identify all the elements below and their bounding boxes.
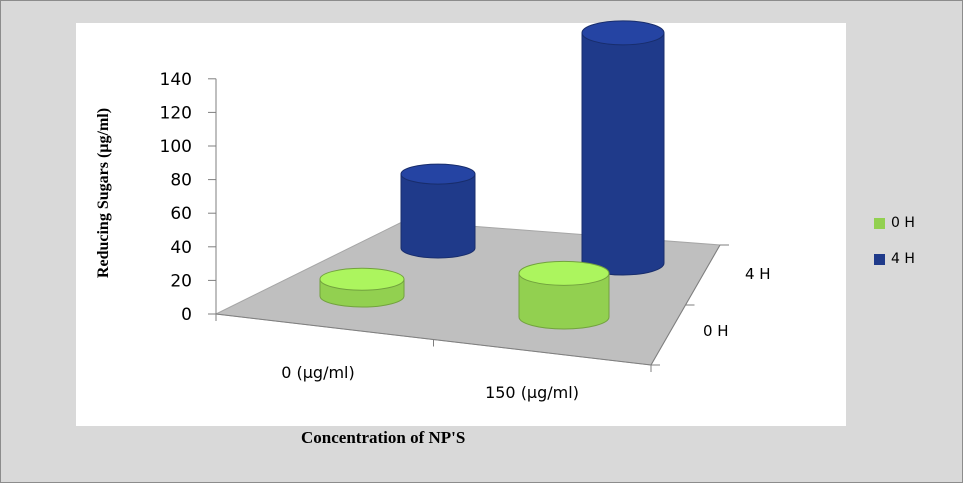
bar-4h-conc0-body (401, 174, 475, 258)
bar-0h-conc0-top (320, 268, 404, 290)
legend-item-0h: 0 H (874, 212, 915, 234)
legend-swatch-4h (874, 254, 885, 265)
x-tick-label: 0 (µg/ml) (281, 363, 355, 382)
legend-label-4h: 4 H (891, 251, 915, 267)
bar-4h-conc0-top (401, 164, 475, 184)
y-tick-label: 60 (170, 204, 192, 224)
depth-tick-label: 0 H (703, 322, 729, 340)
y-tick-label: 40 (170, 238, 192, 258)
depth-tick-label: 4 H (745, 265, 771, 283)
bar-4h-conc150-top (582, 21, 664, 45)
y-tick-label: 80 (170, 171, 192, 191)
y-tick-label: 0 (181, 305, 192, 325)
legend-item-4h: 4 H (874, 248, 915, 270)
y-axis-title: Reducing Sugars (µg/ml) (95, 108, 113, 278)
y-tick-label: 140 (160, 70, 192, 90)
bar-4h-conc150-body (582, 33, 664, 275)
x-axis-title: Concentration of NP'S (301, 428, 465, 448)
legend-swatch-0h (874, 218, 885, 229)
y-tick-label: 120 (160, 103, 192, 123)
legend: 0 H 4 H (874, 212, 915, 284)
bar-0h-conc150-top (519, 261, 609, 285)
x-tick-label: 150 (µg/ml) (485, 383, 579, 402)
legend-label-0h: 0 H (891, 215, 915, 231)
y-tick-label: 20 (170, 271, 192, 291)
y-tick-label: 100 (160, 137, 192, 157)
